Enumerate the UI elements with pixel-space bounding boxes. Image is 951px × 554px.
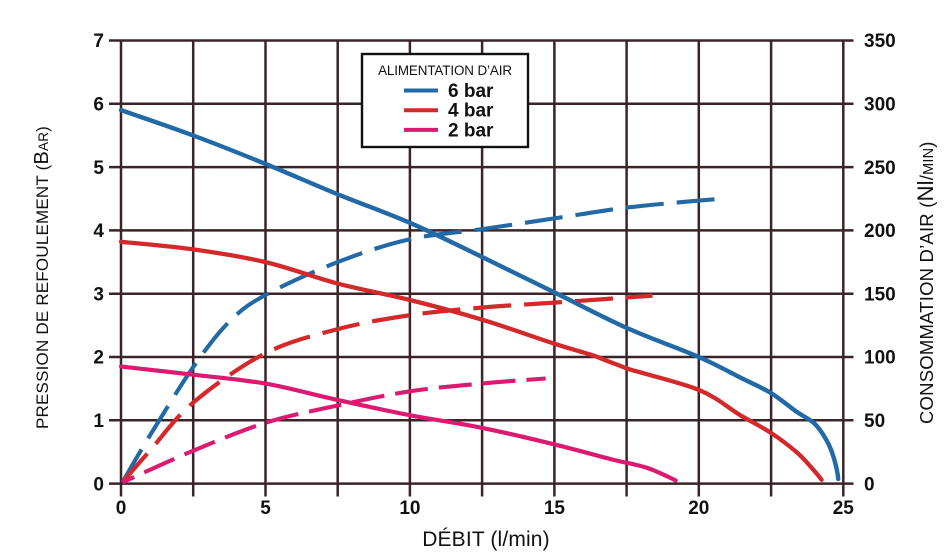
svg-text:2 bar: 2 bar xyxy=(448,120,494,141)
svg-text:5: 5 xyxy=(260,498,271,519)
svg-text:0: 0 xyxy=(93,474,104,495)
svg-text:10: 10 xyxy=(399,498,420,519)
svg-text:ALIMENTATION D’AIR: ALIMENTATION D’AIR xyxy=(378,63,512,78)
svg-text:200: 200 xyxy=(864,221,896,242)
svg-text:250: 250 xyxy=(864,158,896,179)
svg-text:300: 300 xyxy=(864,95,896,116)
svg-text:0: 0 xyxy=(864,474,875,495)
svg-text:350: 350 xyxy=(864,31,896,52)
svg-text:6: 6 xyxy=(93,95,104,116)
svg-text:4: 4 xyxy=(93,221,104,242)
svg-text:3: 3 xyxy=(93,284,104,305)
svg-text:5: 5 xyxy=(93,158,104,179)
svg-text:2: 2 xyxy=(93,348,104,369)
svg-text:50: 50 xyxy=(864,411,885,432)
svg-text:150: 150 xyxy=(864,284,896,305)
svg-text:0: 0 xyxy=(116,498,127,519)
svg-text:100: 100 xyxy=(864,348,896,369)
svg-text:1: 1 xyxy=(93,411,104,432)
svg-text:PRESSION DE REFOULEMENT (BAR): PRESSION DE REFOULEMENT (BAR) xyxy=(31,126,53,429)
svg-text:15: 15 xyxy=(544,498,566,519)
svg-text:CONSOMMATION D’AIR (Nl/MIN): CONSOMMATION D’AIR (Nl/MIN) xyxy=(913,141,938,424)
svg-text:25: 25 xyxy=(833,498,855,519)
svg-text:20: 20 xyxy=(688,498,709,519)
svg-text:6 bar: 6 bar xyxy=(448,81,494,102)
svg-text:4 bar: 4 bar xyxy=(448,101,494,122)
svg-text:DÉBIT (l/min): DÉBIT (l/min) xyxy=(422,528,550,551)
svg-text:7: 7 xyxy=(93,31,104,52)
